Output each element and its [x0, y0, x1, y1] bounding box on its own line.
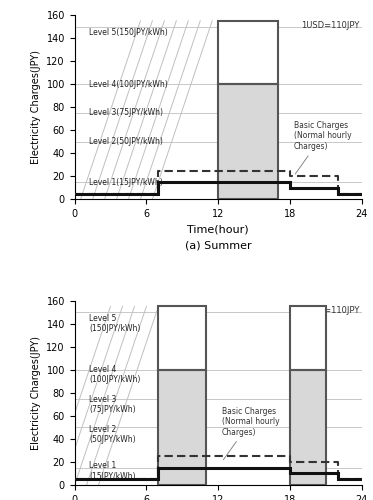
Bar: [218, 21, 278, 84]
Text: 1USD=110JPY: 1USD=110JPY: [301, 306, 360, 316]
Title: (a) Summer: (a) Summer: [185, 240, 251, 250]
Text: Level 1(15JPY/kWh): Level 1(15JPY/kWh): [89, 178, 163, 186]
Text: Level 5(150JPY/kWh): Level 5(150JPY/kWh): [89, 28, 168, 37]
Bar: [218, 84, 278, 200]
Bar: [159, 306, 206, 370]
Text: Basic Charges
(Normal hourly
Charges): Basic Charges (Normal hourly Charges): [222, 406, 279, 460]
Text: Level 5
(150JPY/kWh): Level 5 (150JPY/kWh): [89, 314, 140, 334]
Bar: [218, 84, 278, 200]
Text: Level 4
(100JPY/kWh): Level 4 (100JPY/kWh): [89, 364, 140, 384]
Bar: [290, 370, 326, 485]
Bar: [159, 370, 206, 485]
Text: Level 1
(15JPY/kWh): Level 1 (15JPY/kWh): [89, 462, 135, 481]
Text: Level 3
(75JPY/kWh): Level 3 (75JPY/kWh): [89, 394, 136, 414]
Text: 1USD=110JPY: 1USD=110JPY: [301, 21, 360, 30]
Text: Level 2
(50JPY/kWh): Level 2 (50JPY/kWh): [89, 424, 136, 444]
Text: Level 2(50JPY/kWh): Level 2(50JPY/kWh): [89, 137, 163, 146]
Bar: [159, 370, 206, 485]
Y-axis label: Electricity Charges(JPY): Electricity Charges(JPY): [31, 50, 41, 164]
X-axis label: Time(hour): Time(hour): [187, 224, 249, 234]
Bar: [290, 306, 326, 370]
Bar: [290, 370, 326, 485]
Text: Level 3(75JPY/kWh): Level 3(75JPY/kWh): [89, 108, 163, 118]
Text: Basic Charges
(Normal hourly
Charges): Basic Charges (Normal hourly Charges): [294, 121, 351, 174]
Text: Level 4(100JPY/kWh): Level 4(100JPY/kWh): [89, 80, 168, 88]
Y-axis label: Electricity Charges(JPY): Electricity Charges(JPY): [31, 336, 41, 450]
